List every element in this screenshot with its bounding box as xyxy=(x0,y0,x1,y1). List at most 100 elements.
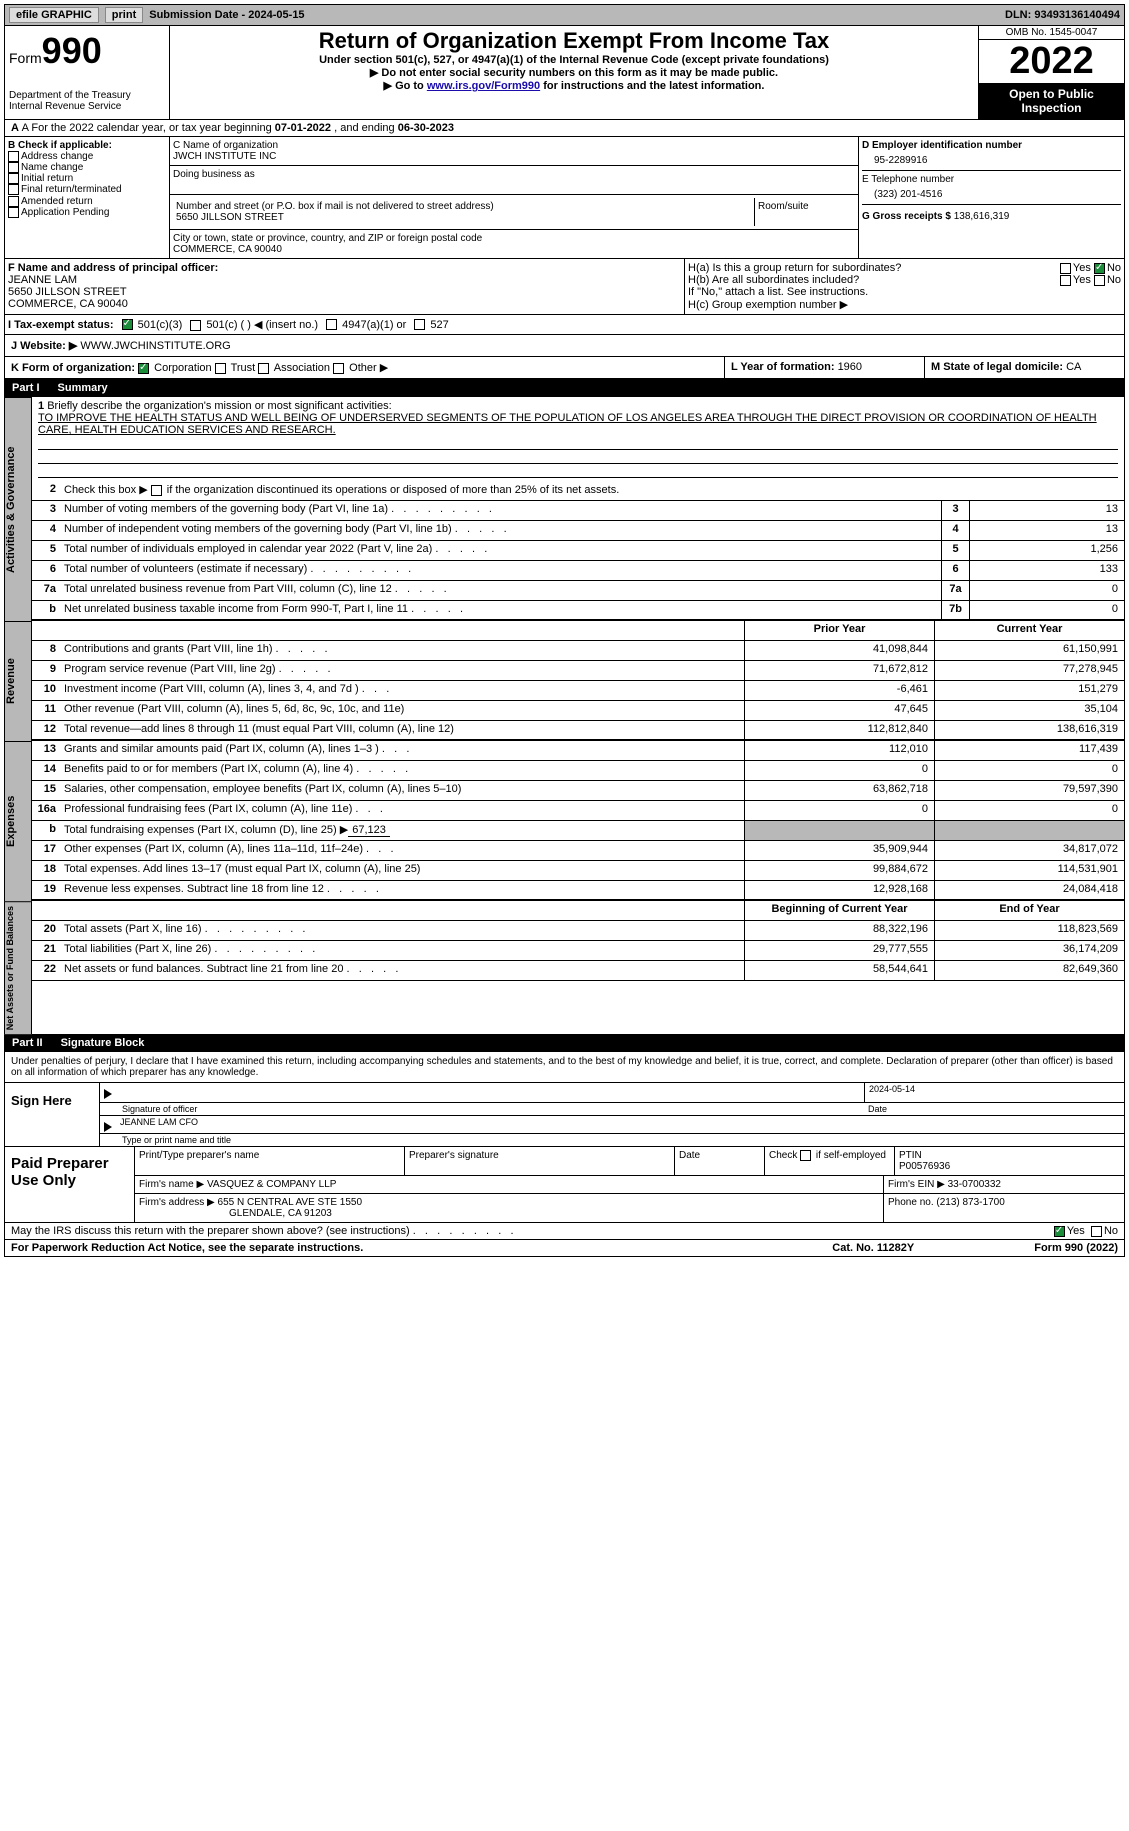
type-name-label: Type or print name and title xyxy=(118,1134,235,1146)
line-7b: bNet unrelated business taxable income f… xyxy=(32,601,1124,621)
cb-name-change[interactable]: Name change xyxy=(8,162,166,173)
cb-assoc[interactable]: Association xyxy=(258,362,330,374)
l-year-formation: L Year of formation: 1960 xyxy=(724,357,924,378)
signature-block: Under penalties of perjury, I declare th… xyxy=(4,1052,1125,1147)
cb-discuss-no[interactable] xyxy=(1091,1226,1102,1237)
cb-hb-no[interactable] xyxy=(1094,275,1105,286)
line-20: 20Total assets (Part X, line 16)88,322,1… xyxy=(32,921,1124,941)
cb-address-change[interactable]: Address change xyxy=(8,151,166,162)
k-label: K Form of organization: xyxy=(11,362,135,374)
line-7a: 7aTotal unrelated business revenue from … xyxy=(32,581,1124,601)
cb-final-return[interactable]: Final return/terminated xyxy=(8,184,166,195)
cb-4947[interactable]: 4947(a)(1) or xyxy=(326,319,406,331)
line-13: 13Grants and similar amounts paid (Part … xyxy=(32,741,1124,761)
line-16b: bTotal fundraising expenses (Part IX, co… xyxy=(32,821,1124,841)
line-6: 6Total number of volunteers (estimate if… xyxy=(32,561,1124,581)
line-11: 11Other revenue (Part VIII, column (A), … xyxy=(32,701,1124,721)
col-b: B Check if applicable: Address change Na… xyxy=(5,137,170,258)
firm-addr2: GLENDALE, CA 91203 xyxy=(139,1208,332,1219)
g-gross-receipts: G Gross receipts $ 138,616,319 xyxy=(862,204,1121,222)
row-klm: K Form of organization: Corporation Trus… xyxy=(4,357,1125,379)
line-19: 19Revenue less expenses. Subtract line 1… xyxy=(32,881,1124,901)
cb-corp[interactable]: Corporation xyxy=(138,362,212,374)
dba-label: Doing business as xyxy=(173,169,855,180)
e-label: E Telephone number xyxy=(862,170,1121,185)
efile-btn[interactable]: efile GRAPHIC xyxy=(9,7,99,23)
firm-name: VASQUEZ & COMPANY LLP xyxy=(207,1179,336,1190)
omb-number: OMB No. 1545-0047 xyxy=(979,26,1124,40)
net-assets-section: Net Assets or Fund Balances Beginning of… xyxy=(4,901,1125,1034)
city-value: COMMERCE, CA 90040 xyxy=(173,244,855,255)
cb-self-employed[interactable] xyxy=(800,1150,811,1161)
sig-date: 2024-05-14 xyxy=(864,1083,1124,1102)
exp-label: Expenses xyxy=(4,741,32,901)
print-btn[interactable]: print xyxy=(105,7,143,23)
activities-governance: Activities & Governance 1 Briefly descri… xyxy=(4,397,1125,621)
cb-initial-return[interactable]: Initial return xyxy=(8,173,166,184)
line-14: 14Benefits paid to or for members (Part … xyxy=(32,761,1124,781)
line-2: 2Check this box ▶ if the organization di… xyxy=(32,481,1124,501)
line-4: 4Number of independent voting members of… xyxy=(32,521,1124,541)
col-deg: D Employer identification number 95-2289… xyxy=(859,137,1124,258)
firm-ein: 33-0700332 xyxy=(948,1179,1001,1190)
line-15: 15Salaries, other compensation, employee… xyxy=(32,781,1124,801)
ein-value: 95-2289916 xyxy=(862,151,1121,170)
line-18: 18Total expenses. Add lines 13–17 (must … xyxy=(32,861,1124,881)
website-url: WWW.JWCHINSTITUTE.ORG xyxy=(77,340,230,352)
line-16a: 16aProfessional fundraising fees (Part I… xyxy=(32,801,1124,821)
room-label: Room/suite xyxy=(755,198,855,226)
part-ii-header: Part IISignature Block xyxy=(4,1034,1125,1052)
line-10: 10Investment income (Part VIII, column (… xyxy=(32,681,1124,701)
ptin-value: P00576936 xyxy=(899,1161,950,1172)
row-a-tax-year: A A For the 2022 calendar year, or tax y… xyxy=(4,120,1125,137)
prep-label: Paid Preparer Use Only xyxy=(5,1147,135,1222)
line-3: 3Number of voting members of the governi… xyxy=(32,501,1124,521)
city-label: City or town, state or province, country… xyxy=(173,233,855,244)
cb-501c3[interactable]: 501(c)(3) xyxy=(122,319,183,331)
irs-label: Internal Revenue Service xyxy=(9,101,165,112)
sign-here-label: Sign Here xyxy=(5,1083,100,1146)
subtitle-2: ▶ Do not enter social security numbers o… xyxy=(172,66,976,79)
form-header: Form990 Department of the Treasury Inter… xyxy=(4,26,1125,120)
officer-name-title: JEANNE LAM CFO xyxy=(116,1116,202,1133)
b-label: B Check if applicable: xyxy=(8,140,166,151)
rev-header: Prior YearCurrent Year xyxy=(32,621,1124,641)
officer-addr1: 5650 JILLSON STREET xyxy=(8,286,681,298)
cb-application-pending[interactable]: Application Pending xyxy=(8,207,166,218)
line-8: 8Contributions and grants (Part VIII, li… xyxy=(32,641,1124,661)
c-name-label: C Name of organization xyxy=(173,140,855,151)
revenue-section: Revenue Prior YearCurrent Year 8Contribu… xyxy=(4,621,1125,741)
h-c: H(c) Group exemption number ▶ xyxy=(688,298,1121,311)
submission-label: Submission Date - 2024-05-15 xyxy=(149,9,304,21)
cb-hb-yes[interactable] xyxy=(1060,275,1071,286)
tel-value: (323) 201-4516 xyxy=(862,185,1121,204)
cb-amended-return[interactable]: Amended return xyxy=(8,196,166,207)
arrow-icon xyxy=(100,1116,116,1133)
h-b2: If "No," attach a list. See instructions… xyxy=(688,286,1121,298)
cb-527[interactable]: 527 xyxy=(414,319,448,331)
ag-label: Activities & Governance xyxy=(4,397,32,621)
cb-other[interactable]: Other ▶ xyxy=(333,362,388,374)
irs-link[interactable]: www.irs.gov/Form990 xyxy=(427,80,540,92)
line-5: 5Total number of individuals employed in… xyxy=(32,541,1124,561)
cb-501c[interactable]: 501(c) ( ) ◀ (insert no.) xyxy=(190,318,318,331)
cb-ha-no[interactable] xyxy=(1094,263,1105,274)
cb-line2[interactable] xyxy=(151,485,162,496)
mission-text: TO IMPROVE THE HEALTH STATUS AND WELL BE… xyxy=(38,412,1097,436)
cb-discuss-yes[interactable] xyxy=(1054,1226,1065,1237)
d-label: D Employer identification number xyxy=(862,140,1121,151)
cb-ha-yes[interactable] xyxy=(1060,263,1071,274)
prep-header-row: Print/Type preparer's name Preparer's si… xyxy=(135,1147,1124,1176)
h-b: H(b) Are all subordinates included?Yes N… xyxy=(688,274,1121,286)
cb-trust[interactable]: Trust xyxy=(215,362,256,374)
paperwork-notice: For Paperwork Reduction Act Notice, see … xyxy=(11,1242,363,1254)
na-header: Beginning of Current YearEnd of Year xyxy=(32,901,1124,921)
col-c: C Name of organizationJWCH INSTITUTE INC… xyxy=(170,137,859,258)
part-i-header: Part ISummary xyxy=(4,379,1125,397)
line-17: 17Other expenses (Part IX, column (A), l… xyxy=(32,841,1124,861)
row-j-website: J Website: ▶ WWW.JWCHINSTITUTE.ORG xyxy=(4,335,1125,357)
line-9: 9Program service revenue (Part VIII, lin… xyxy=(32,661,1124,681)
prep-firm-row: Firm's name ▶ VASQUEZ & COMPANY LLP Firm… xyxy=(135,1176,1124,1194)
h-a: H(a) Is this a group return for subordin… xyxy=(688,262,1121,274)
section-bcde: B Check if applicable: Address change Na… xyxy=(4,137,1125,259)
